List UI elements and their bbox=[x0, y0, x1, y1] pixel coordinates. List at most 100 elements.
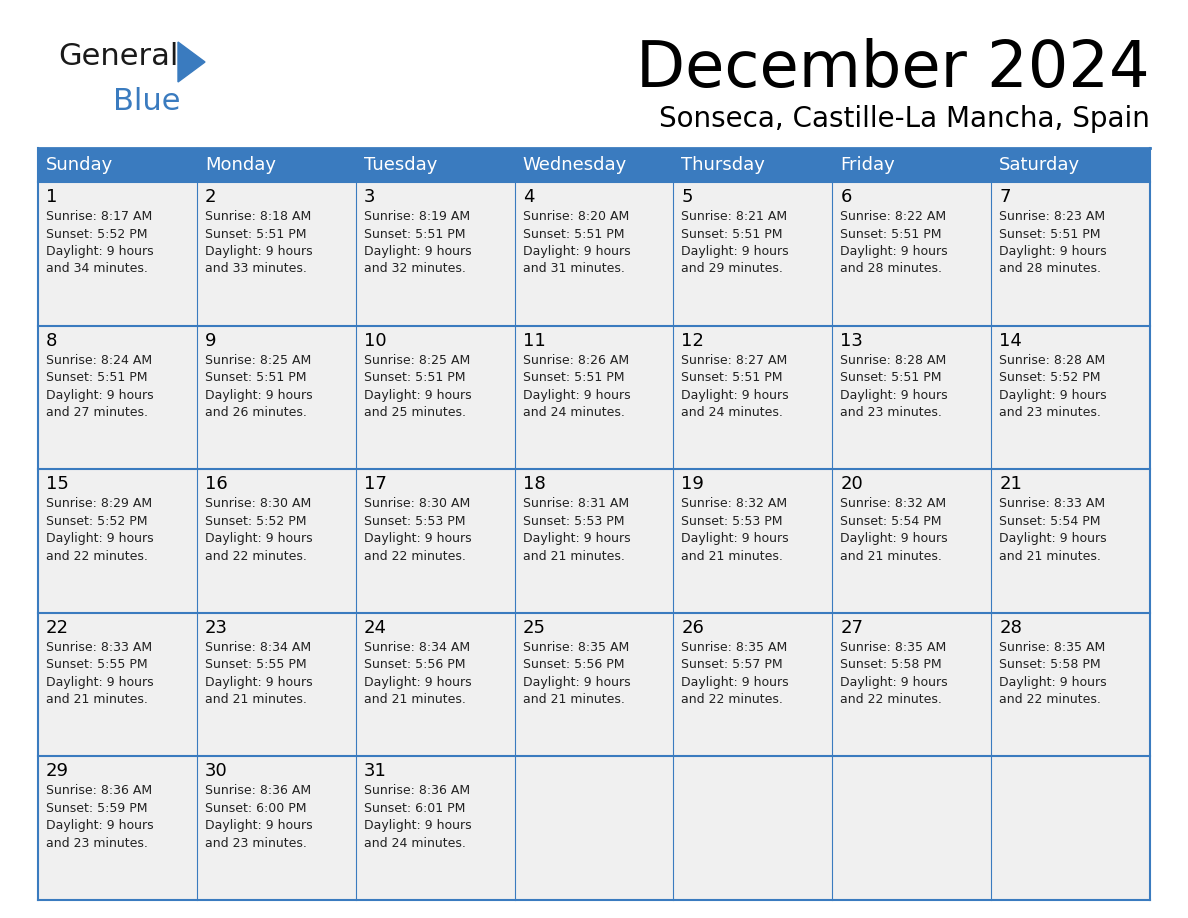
Bar bbox=[38, 182, 1150, 326]
Text: Sunrise: 8:36 AM: Sunrise: 8:36 AM bbox=[204, 784, 311, 798]
Text: 17: 17 bbox=[364, 476, 386, 493]
Text: Daylight: 9 hours: Daylight: 9 hours bbox=[46, 245, 153, 258]
Text: and 21 minutes.: and 21 minutes. bbox=[364, 693, 466, 706]
Text: and 32 minutes.: and 32 minutes. bbox=[364, 263, 466, 275]
Bar bbox=[38, 326, 1150, 469]
Text: and 22 minutes.: and 22 minutes. bbox=[682, 693, 783, 706]
Text: Sunrise: 8:31 AM: Sunrise: 8:31 AM bbox=[523, 498, 628, 510]
Text: 4: 4 bbox=[523, 188, 535, 206]
Text: 28: 28 bbox=[999, 619, 1022, 637]
Text: 14: 14 bbox=[999, 331, 1022, 350]
Bar bbox=[38, 756, 1150, 900]
Text: Daylight: 9 hours: Daylight: 9 hours bbox=[523, 676, 630, 688]
Text: Sunset: 5:51 PM: Sunset: 5:51 PM bbox=[523, 228, 624, 241]
Text: and 21 minutes.: and 21 minutes. bbox=[840, 550, 942, 563]
Text: 31: 31 bbox=[364, 763, 386, 780]
Text: 19: 19 bbox=[682, 476, 704, 493]
Text: Sunset: 5:51 PM: Sunset: 5:51 PM bbox=[840, 371, 942, 384]
Text: and 34 minutes.: and 34 minutes. bbox=[46, 263, 147, 275]
Text: Tuesday: Tuesday bbox=[364, 156, 437, 174]
Text: Daylight: 9 hours: Daylight: 9 hours bbox=[46, 388, 153, 401]
Text: and 21 minutes.: and 21 minutes. bbox=[523, 693, 625, 706]
Text: Daylight: 9 hours: Daylight: 9 hours bbox=[999, 676, 1107, 688]
Bar bbox=[38, 469, 1150, 613]
Text: and 26 minutes.: and 26 minutes. bbox=[204, 406, 307, 420]
Text: 13: 13 bbox=[840, 331, 864, 350]
Text: Daylight: 9 hours: Daylight: 9 hours bbox=[204, 676, 312, 688]
Text: Sunrise: 8:26 AM: Sunrise: 8:26 AM bbox=[523, 353, 628, 366]
Text: and 21 minutes.: and 21 minutes. bbox=[999, 550, 1101, 563]
Text: 18: 18 bbox=[523, 476, 545, 493]
Text: Sunset: 6:01 PM: Sunset: 6:01 PM bbox=[364, 802, 465, 815]
Text: Sunset: 5:51 PM: Sunset: 5:51 PM bbox=[364, 228, 466, 241]
Text: and 22 minutes.: and 22 minutes. bbox=[46, 550, 147, 563]
Text: Sunset: 5:54 PM: Sunset: 5:54 PM bbox=[999, 515, 1100, 528]
Text: Sunrise: 8:32 AM: Sunrise: 8:32 AM bbox=[840, 498, 947, 510]
Text: Daylight: 9 hours: Daylight: 9 hours bbox=[523, 245, 630, 258]
Text: Daylight: 9 hours: Daylight: 9 hours bbox=[999, 388, 1107, 401]
Text: 15: 15 bbox=[46, 476, 69, 493]
Text: and 24 minutes.: and 24 minutes. bbox=[682, 406, 783, 420]
Text: Daylight: 9 hours: Daylight: 9 hours bbox=[46, 820, 153, 833]
Text: 9: 9 bbox=[204, 331, 216, 350]
Text: Sunrise: 8:28 AM: Sunrise: 8:28 AM bbox=[999, 353, 1105, 366]
Text: and 21 minutes.: and 21 minutes. bbox=[523, 550, 625, 563]
Text: Daylight: 9 hours: Daylight: 9 hours bbox=[840, 245, 948, 258]
Text: Sunrise: 8:21 AM: Sunrise: 8:21 AM bbox=[682, 210, 788, 223]
Text: and 27 minutes.: and 27 minutes. bbox=[46, 406, 148, 420]
Text: Daylight: 9 hours: Daylight: 9 hours bbox=[682, 388, 789, 401]
Text: Sunrise: 8:35 AM: Sunrise: 8:35 AM bbox=[682, 641, 788, 654]
Text: Sunset: 5:58 PM: Sunset: 5:58 PM bbox=[840, 658, 942, 671]
Text: 2: 2 bbox=[204, 188, 216, 206]
Text: Sunset: 5:51 PM: Sunset: 5:51 PM bbox=[999, 228, 1100, 241]
Text: 25: 25 bbox=[523, 619, 545, 637]
Text: Sunrise: 8:29 AM: Sunrise: 8:29 AM bbox=[46, 498, 152, 510]
Text: Daylight: 9 hours: Daylight: 9 hours bbox=[840, 532, 948, 545]
Text: and 24 minutes.: and 24 minutes. bbox=[523, 406, 625, 420]
Text: 5: 5 bbox=[682, 188, 693, 206]
Text: and 28 minutes.: and 28 minutes. bbox=[840, 263, 942, 275]
Text: 16: 16 bbox=[204, 476, 228, 493]
Bar bbox=[38, 613, 1150, 756]
Text: Sunrise: 8:18 AM: Sunrise: 8:18 AM bbox=[204, 210, 311, 223]
Text: Daylight: 9 hours: Daylight: 9 hours bbox=[840, 676, 948, 688]
Text: and 23 minutes.: and 23 minutes. bbox=[840, 406, 942, 420]
Text: and 22 minutes.: and 22 minutes. bbox=[840, 693, 942, 706]
Text: 1: 1 bbox=[46, 188, 57, 206]
Text: Daylight: 9 hours: Daylight: 9 hours bbox=[682, 532, 789, 545]
Text: Daylight: 9 hours: Daylight: 9 hours bbox=[682, 245, 789, 258]
Text: Sunset: 5:52 PM: Sunset: 5:52 PM bbox=[999, 371, 1100, 384]
Text: Sunset: 5:52 PM: Sunset: 5:52 PM bbox=[46, 228, 147, 241]
Text: and 33 minutes.: and 33 minutes. bbox=[204, 263, 307, 275]
Text: and 21 minutes.: and 21 minutes. bbox=[46, 693, 147, 706]
Text: Sunset: 5:59 PM: Sunset: 5:59 PM bbox=[46, 802, 147, 815]
Text: 7: 7 bbox=[999, 188, 1011, 206]
Text: 10: 10 bbox=[364, 331, 386, 350]
Text: Sunset: 5:57 PM: Sunset: 5:57 PM bbox=[682, 658, 783, 671]
Text: 8: 8 bbox=[46, 331, 57, 350]
Text: Sunset: 5:51 PM: Sunset: 5:51 PM bbox=[204, 228, 307, 241]
Text: Sunset: 5:51 PM: Sunset: 5:51 PM bbox=[840, 228, 942, 241]
Text: Sunrise: 8:22 AM: Sunrise: 8:22 AM bbox=[840, 210, 947, 223]
Text: Sunrise: 8:35 AM: Sunrise: 8:35 AM bbox=[523, 641, 628, 654]
Text: Blue: Blue bbox=[113, 87, 181, 116]
Text: General: General bbox=[58, 42, 178, 71]
Text: 3: 3 bbox=[364, 188, 375, 206]
Text: Saturday: Saturday bbox=[999, 156, 1080, 174]
Text: Sunset: 5:51 PM: Sunset: 5:51 PM bbox=[364, 371, 466, 384]
Text: Sunset: 5:51 PM: Sunset: 5:51 PM bbox=[682, 371, 783, 384]
Text: Sunrise: 8:25 AM: Sunrise: 8:25 AM bbox=[364, 353, 470, 366]
Text: Daylight: 9 hours: Daylight: 9 hours bbox=[999, 532, 1107, 545]
Polygon shape bbox=[178, 42, 206, 82]
Text: Sunrise: 8:33 AM: Sunrise: 8:33 AM bbox=[999, 498, 1105, 510]
Text: Sunrise: 8:32 AM: Sunrise: 8:32 AM bbox=[682, 498, 788, 510]
Text: Sunset: 6:00 PM: Sunset: 6:00 PM bbox=[204, 802, 307, 815]
Text: Daylight: 9 hours: Daylight: 9 hours bbox=[204, 388, 312, 401]
Text: Daylight: 9 hours: Daylight: 9 hours bbox=[523, 388, 630, 401]
Text: Daylight: 9 hours: Daylight: 9 hours bbox=[46, 532, 153, 545]
Text: and 22 minutes.: and 22 minutes. bbox=[204, 550, 307, 563]
Text: Daylight: 9 hours: Daylight: 9 hours bbox=[364, 388, 472, 401]
Text: 12: 12 bbox=[682, 331, 704, 350]
Text: Sunrise: 8:35 AM: Sunrise: 8:35 AM bbox=[840, 641, 947, 654]
Text: Sunset: 5:52 PM: Sunset: 5:52 PM bbox=[204, 515, 307, 528]
